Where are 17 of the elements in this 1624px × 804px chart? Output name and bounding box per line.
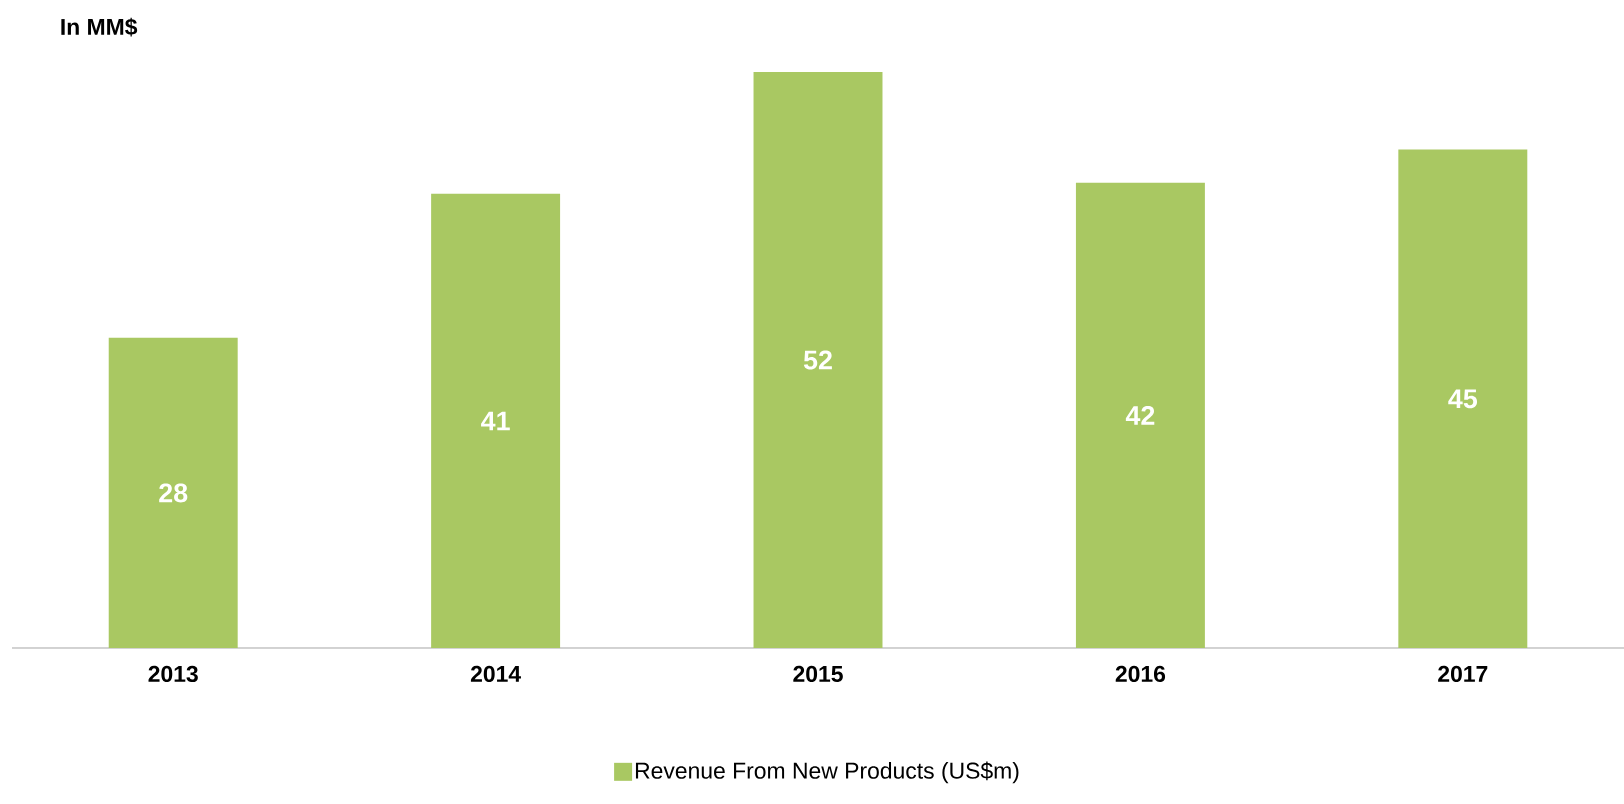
x-tick-label: 2015 <box>793 665 843 683</box>
x-tick-label: 2014 <box>470 665 521 683</box>
x-tick-label: 2016 <box>1115 665 1166 683</box>
x-tick-label: 2017 <box>1438 665 1488 683</box>
bar <box>431 193 561 648</box>
x-tick-label: 2013 <box>148 665 198 683</box>
data-label: 45 <box>1448 389 1478 409</box>
bar <box>108 337 238 648</box>
data-label: 41 <box>481 411 510 431</box>
data-label: 42 <box>1125 405 1155 425</box>
bar <box>753 72 883 648</box>
data-label: 52 <box>803 350 832 370</box>
data-label: 28 <box>159 483 188 503</box>
bar <box>1398 149 1528 648</box>
bar <box>1075 182 1205 648</box>
y-axis-title: In MM$ <box>61 17 138 37</box>
legend-label: Revenue From New Products (US$m) <box>635 761 1019 784</box>
